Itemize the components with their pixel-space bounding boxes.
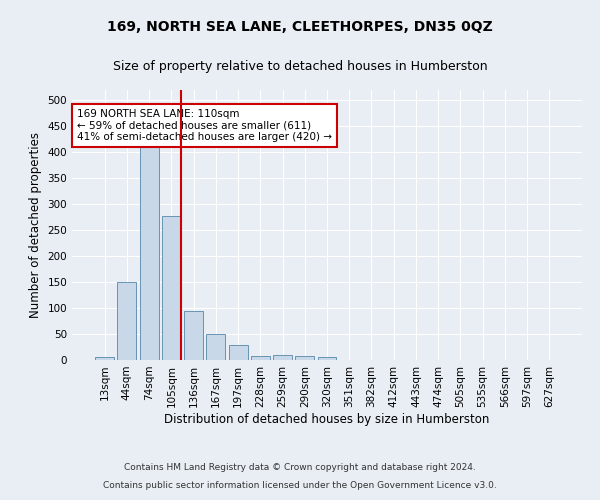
Text: 169, NORTH SEA LANE, CLEETHORPES, DN35 0QZ: 169, NORTH SEA LANE, CLEETHORPES, DN35 0… [107,20,493,34]
Bar [95,358,114,360]
Y-axis label: Number of detached properties: Number of detached properties [29,132,42,318]
Bar [251,356,270,360]
Bar [273,355,292,360]
Bar [229,346,248,360]
Bar [295,356,314,360]
Bar [317,358,337,360]
Bar [184,310,203,360]
Bar [118,282,136,360]
Text: 169 NORTH SEA LANE: 110sqm
← 59% of detached houses are smaller (611)
41% of sem: 169 NORTH SEA LANE: 110sqm ← 59% of deta… [77,109,332,142]
Text: Size of property relative to detached houses in Humberston: Size of property relative to detached ho… [113,60,487,73]
Bar [140,142,158,360]
Bar [206,334,225,360]
X-axis label: Distribution of detached houses by size in Humberston: Distribution of detached houses by size … [164,412,490,426]
Text: Contains HM Land Registry data © Crown copyright and database right 2024.: Contains HM Land Registry data © Crown c… [124,464,476,472]
Text: Contains public sector information licensed under the Open Government Licence v3: Contains public sector information licen… [103,481,497,490]
Bar [162,216,181,360]
